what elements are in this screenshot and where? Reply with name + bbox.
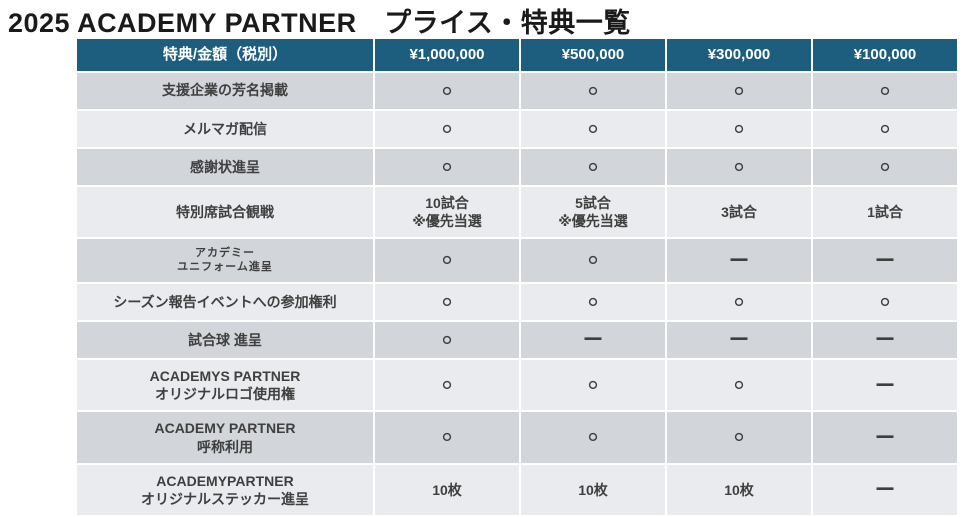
available-mark: ○: [519, 108, 667, 149]
table-header-row: 特典/金額（税別） ¥1,000,000 ¥500,000 ¥300,000 ¥…: [75, 37, 959, 73]
table-row: ACADEMYPARTNER オリジナルステッカー進呈 10枚 10枚 10枚 ―: [75, 462, 959, 517]
header-benefit-amount: 特典/金額（税別）: [75, 37, 375, 73]
benefit-value-cell: 5試合 ※優先当選: [519, 184, 667, 240]
available-mark: ○: [811, 70, 959, 111]
table-row: シーズン報告イベントへの参加権利 ○ ○ ○ ○: [75, 281, 959, 322]
available-mark: ○: [811, 146, 959, 187]
available-mark: ○: [665, 281, 813, 322]
benefit-label: 特別席試合観戦: [75, 184, 375, 240]
available-mark: ○: [665, 70, 813, 111]
available-mark: ○: [373, 237, 521, 284]
table-row: メルマガ配信 ○ ○ ○ ○: [75, 108, 959, 149]
available-mark: ○: [373, 281, 521, 322]
benefit-value-cell: 10枚: [373, 462, 521, 517]
available-mark: ○: [665, 357, 813, 413]
available-mark: ○: [373, 108, 521, 149]
benefit-label: 支援企業の芳名掲載: [75, 70, 375, 111]
benefits-price-table: 特典/金額（税別） ¥1,000,000 ¥500,000 ¥300,000 ¥…: [75, 37, 959, 517]
header-tier-500000: ¥500,000: [519, 37, 667, 73]
not-available-mark: ―: [811, 319, 959, 360]
available-mark: ○: [519, 70, 667, 111]
header-tier-300000: ¥300,000: [665, 37, 813, 73]
not-available-mark: ―: [665, 319, 813, 360]
benefit-label: 試合球 進呈: [75, 319, 375, 360]
not-available-mark: ―: [811, 357, 959, 413]
available-mark: ○: [519, 237, 667, 284]
available-mark: ○: [519, 357, 667, 413]
table-row: 支援企業の芳名掲載 ○ ○ ○ ○: [75, 70, 959, 111]
not-available-mark: ―: [665, 237, 813, 284]
not-available-mark: ―: [811, 462, 959, 517]
available-mark: ○: [373, 319, 521, 360]
table-row: アカデミー ユニフォーム進呈 ○ ○ ― ―: [75, 237, 959, 284]
available-mark: ○: [373, 357, 521, 413]
available-mark: ○: [665, 410, 813, 465]
page-title: 2025 ACADEMY PARTNER プライス・特典一覧: [8, 8, 631, 38]
available-mark: ○: [519, 146, 667, 187]
benefit-value-cell: 3試合: [665, 184, 813, 240]
table-row: 試合球 進呈 ○ ― ― ―: [75, 319, 959, 360]
available-mark: ○: [811, 281, 959, 322]
benefit-label: シーズン報告イベントへの参加権利: [75, 281, 375, 322]
available-mark: ○: [373, 70, 521, 111]
benefit-label: ACADEMYS PARTNER オリジナルロゴ使用権: [75, 357, 375, 413]
header-tier-1000000: ¥1,000,000: [373, 37, 521, 73]
benefits-table-body: 支援企業の芳名掲載 ○ ○ ○ ○ メルマガ配信 ○ ○ ○ ○ 感謝状進呈 ○ ○ ○ ○ 特別席試合観戦 1…: [75, 70, 959, 517]
available-mark: ○: [519, 410, 667, 465]
available-mark: ○: [811, 108, 959, 149]
benefit-value-cell: 10枚: [519, 462, 667, 517]
benefit-label: 感謝状進呈: [75, 146, 375, 187]
benefit-label: ACADEMY PARTNER 呼称利用: [75, 410, 375, 465]
table-row: 感謝状進呈 ○ ○ ○ ○: [75, 146, 959, 187]
benefit-value-cell: 10試合 ※優先当選: [373, 184, 521, 240]
available-mark: ○: [665, 146, 813, 187]
available-mark: ○: [665, 108, 813, 149]
not-available-mark: ―: [811, 410, 959, 465]
benefit-value-cell: 1試合: [811, 184, 959, 240]
not-available-mark: ―: [519, 319, 667, 360]
table-row: 特別席試合観戦 10試合 ※優先当選 5試合 ※優先当選 3試合 1試合: [75, 184, 959, 240]
not-available-mark: ―: [811, 237, 959, 284]
benefit-label: メルマガ配信: [75, 108, 375, 149]
available-mark: ○: [519, 281, 667, 322]
table-row: ACADEMYS PARTNER オリジナルロゴ使用権 ○ ○ ○ ―: [75, 357, 959, 413]
header-tier-100000: ¥100,000: [811, 37, 959, 73]
available-mark: ○: [373, 410, 521, 465]
table-row: ACADEMY PARTNER 呼称利用 ○ ○ ○ ―: [75, 410, 959, 465]
benefit-label: ACADEMYPARTNER オリジナルステッカー進呈: [75, 462, 375, 517]
benefit-value-cell: 10枚: [665, 462, 813, 517]
available-mark: ○: [373, 146, 521, 187]
benefit-label: アカデミー ユニフォーム進呈: [75, 237, 375, 284]
